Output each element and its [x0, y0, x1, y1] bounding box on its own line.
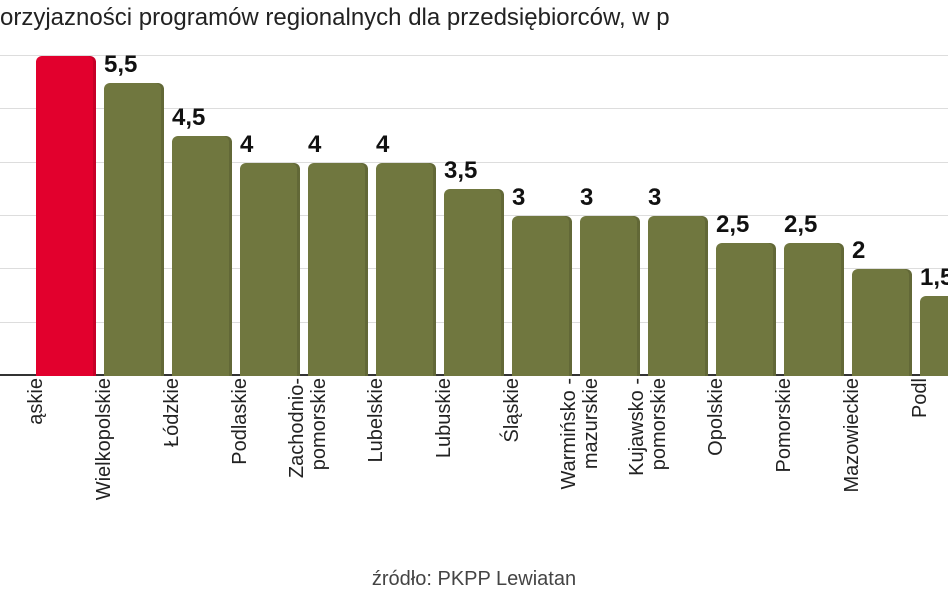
x-axis-label: Wielkopolskie [93, 378, 115, 500]
bar-slot: 2,5 [686, 243, 746, 376]
bar-value-label: 3,5 [444, 157, 477, 185]
x-axis-label: ąskie [25, 378, 47, 425]
bar-value-label: 4 [376, 131, 389, 159]
chart-source: źródło: PKPP Lewiatan [0, 568, 948, 591]
bar-value-label: 3 [512, 184, 525, 212]
x-axis-label-slot: Zachodnio-pomorskie [278, 378, 338, 578]
x-axis-label-slot: Podl [890, 378, 948, 578]
bar-slot: 2,5 [754, 243, 814, 376]
x-axis-label: Zachodnio-pomorskie [286, 378, 330, 558]
bar [920, 296, 948, 376]
bar-value-label: 3 [580, 184, 593, 212]
x-axis-label: Podl [909, 378, 931, 418]
bar-value-label: 4 [240, 131, 253, 159]
bar-slot [6, 56, 66, 376]
bar-slot: 5,5 [74, 83, 134, 376]
x-axis-label-slot: Wielkopolskie [74, 378, 134, 578]
chart-title: orzyjazności programów regionalnych dla … [0, 4, 948, 32]
x-axis-label: Pomorskie [773, 378, 795, 472]
bar-value-label: 4 [308, 131, 321, 159]
x-axis-label: Mazowieckie [841, 378, 863, 492]
bar-slot: 3,5 [414, 189, 474, 376]
x-axis-labels: ąskie Wielkopolskie Łódzkie Podlaskie Zachod… [6, 378, 948, 578]
bar-slot: 3 [482, 216, 542, 376]
bar-slot: 4 [346, 163, 406, 376]
bar-value-label: 2,5 [784, 211, 817, 239]
x-axis-label-slot: Śląskie [482, 378, 542, 578]
bar-value-label: 1,5 [920, 264, 948, 292]
bar-slot: 1,5 [890, 296, 948, 376]
x-axis-label-slot: Opolskie [686, 378, 746, 578]
x-axis-label-slot: Lubuskie [414, 378, 474, 578]
bar-slot: 4 [210, 163, 270, 376]
bar-slot: 3 [618, 216, 678, 376]
x-axis-label-slot: Łódzkie [142, 378, 202, 578]
plot-area: 5,54,54443,53332,52,521,5 [0, 56, 948, 376]
x-axis-label-slot: Warmińsko -mazurskie [550, 378, 610, 578]
x-axis-label: Warmińsko -mazurskie [558, 378, 602, 558]
x-axis-label: Łódzkie [161, 378, 183, 447]
x-axis-label-slot: Podlaskie [210, 378, 270, 578]
bar-slot: 4 [278, 163, 338, 376]
bar-row: 5,54,54443,53332,52,521,5 [6, 56, 948, 376]
x-axis-label: Kujawsko -pomorskie [626, 378, 670, 558]
x-axis-label-slot: ąskie [6, 378, 66, 578]
bar-value-label: 4,5 [172, 104, 205, 132]
bar-chart: orzyjazności programów regionalnych dla … [0, 0, 948, 593]
x-axis-label: Śląskie [501, 378, 523, 442]
bar-slot: 2 [822, 269, 882, 376]
x-axis-label: Lubelskie [365, 378, 387, 463]
bar-value-label: 2 [852, 237, 865, 265]
x-axis-label-slot: Kujawsko -pomorskie [618, 378, 678, 578]
x-axis-label-slot: Lubelskie [346, 378, 406, 578]
bar-slot: 3 [550, 216, 610, 376]
bar-value-label: 2,5 [716, 211, 749, 239]
bar-slot: 4,5 [142, 136, 202, 376]
x-axis-label-slot: Pomorskie [754, 378, 814, 578]
x-axis-label-slot: Mazowieckie [822, 378, 882, 578]
x-axis-label: Opolskie [705, 378, 727, 456]
bar-value-label: 5,5 [104, 51, 137, 79]
x-axis-label: Podlaskie [229, 378, 251, 465]
bar-value-label: 3 [648, 184, 661, 212]
x-axis-label: Lubuskie [433, 378, 455, 458]
